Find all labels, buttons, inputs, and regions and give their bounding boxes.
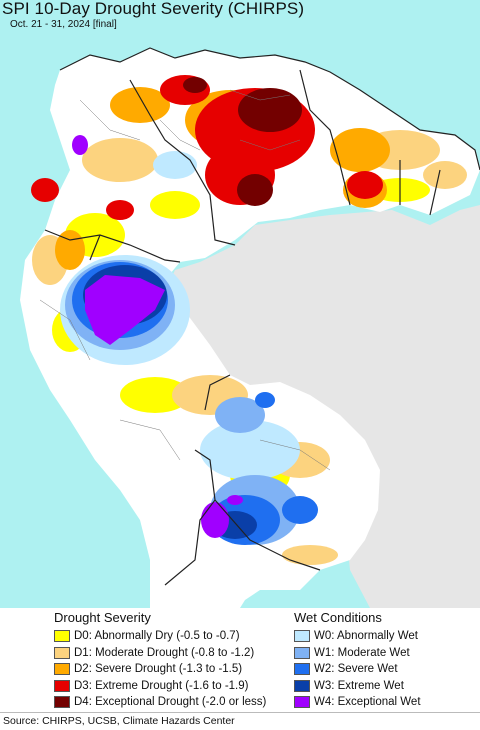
map-canvas [20,47,480,608]
wet-legend-label: W4: Exceptional Wet [314,696,421,708]
wet-legend-label: W1: Moderate Wet [314,646,410,659]
map-title: SPI 10-Day Drought Severity (CHIRPS) [2,0,305,18]
wet-swatch [294,646,310,659]
drought-legend-item: D3: Extreme Drought (-1.6 to -1.9) [54,678,248,694]
wet-swatch [294,630,310,642]
drought-legend-label: D0: Abnormally Dry (-0.5 to -0.7) [74,630,240,642]
drought-swatch [54,679,70,692]
drought-legend-label: D1: Moderate Drought (-0.8 to -1.2) [74,646,255,659]
wet-legend-label: W2: Severe Wet [314,663,398,675]
drought-legend-label: D3: Extreme Drought (-1.6 to -1.9) [74,679,249,692]
wet-legend-label: W3: Extreme Wet [314,679,404,692]
admin-borders [39,89,331,471]
wet-swatch [294,696,310,708]
d4-areas [183,77,302,206]
map-subtitle: Oct. 21 - 31, 2024 [final] [10,19,117,30]
drought-legend-item: D1: Moderate Drought (-0.8 to -1.2) [54,645,254,661]
wet-legend-item: W0: Abnormally Wet [294,628,418,644]
drought-legend-heading: Drought Severity [54,610,151,625]
drought-swatch [54,646,70,659]
wet-legend-heading: Wet Conditions [294,610,382,625]
w4-areas [72,135,243,538]
drought-swatch [54,663,70,675]
drought-legend-label: D4: Exceptional Drought (-2.0 or less) [74,696,267,708]
wet-legend-label: W0: Abnormally Wet [314,630,418,642]
wet-swatch [294,679,310,692]
wet-swatch [294,663,310,675]
drought-legend-item: D2: Severe Drought (-1.3 to -1.5) [54,661,242,677]
drought-legend-item: D0: Abnormally Dry (-0.5 to -0.7) [54,628,240,644]
country-borders [44,47,480,586]
drought-legend-item: D4: Exceptional Drought (-2.0 or less) [54,694,266,710]
drought-map: SPI 10-Day Drought Severity (CHIRPS) Oct… [0,0,480,608]
wet-legend-item: W4: Exceptional Wet [294,694,421,710]
wet-legend-item: W3: Extreme Wet [294,678,404,694]
drought-swatch [54,696,70,708]
wet-legend-item: W1: Moderate Wet [294,645,410,661]
drought-swatch [54,630,70,642]
legend: Drought Severity Wet Conditions D0: Abno… [0,608,480,712]
drought-legend-label: D2: Severe Drought (-1.3 to -1.5) [74,663,243,675]
source-credit: Source: CHIRPS, UCSB, Climate Hazards Ce… [0,712,480,730]
wet-legend-item: W2: Severe Wet [294,661,398,677]
